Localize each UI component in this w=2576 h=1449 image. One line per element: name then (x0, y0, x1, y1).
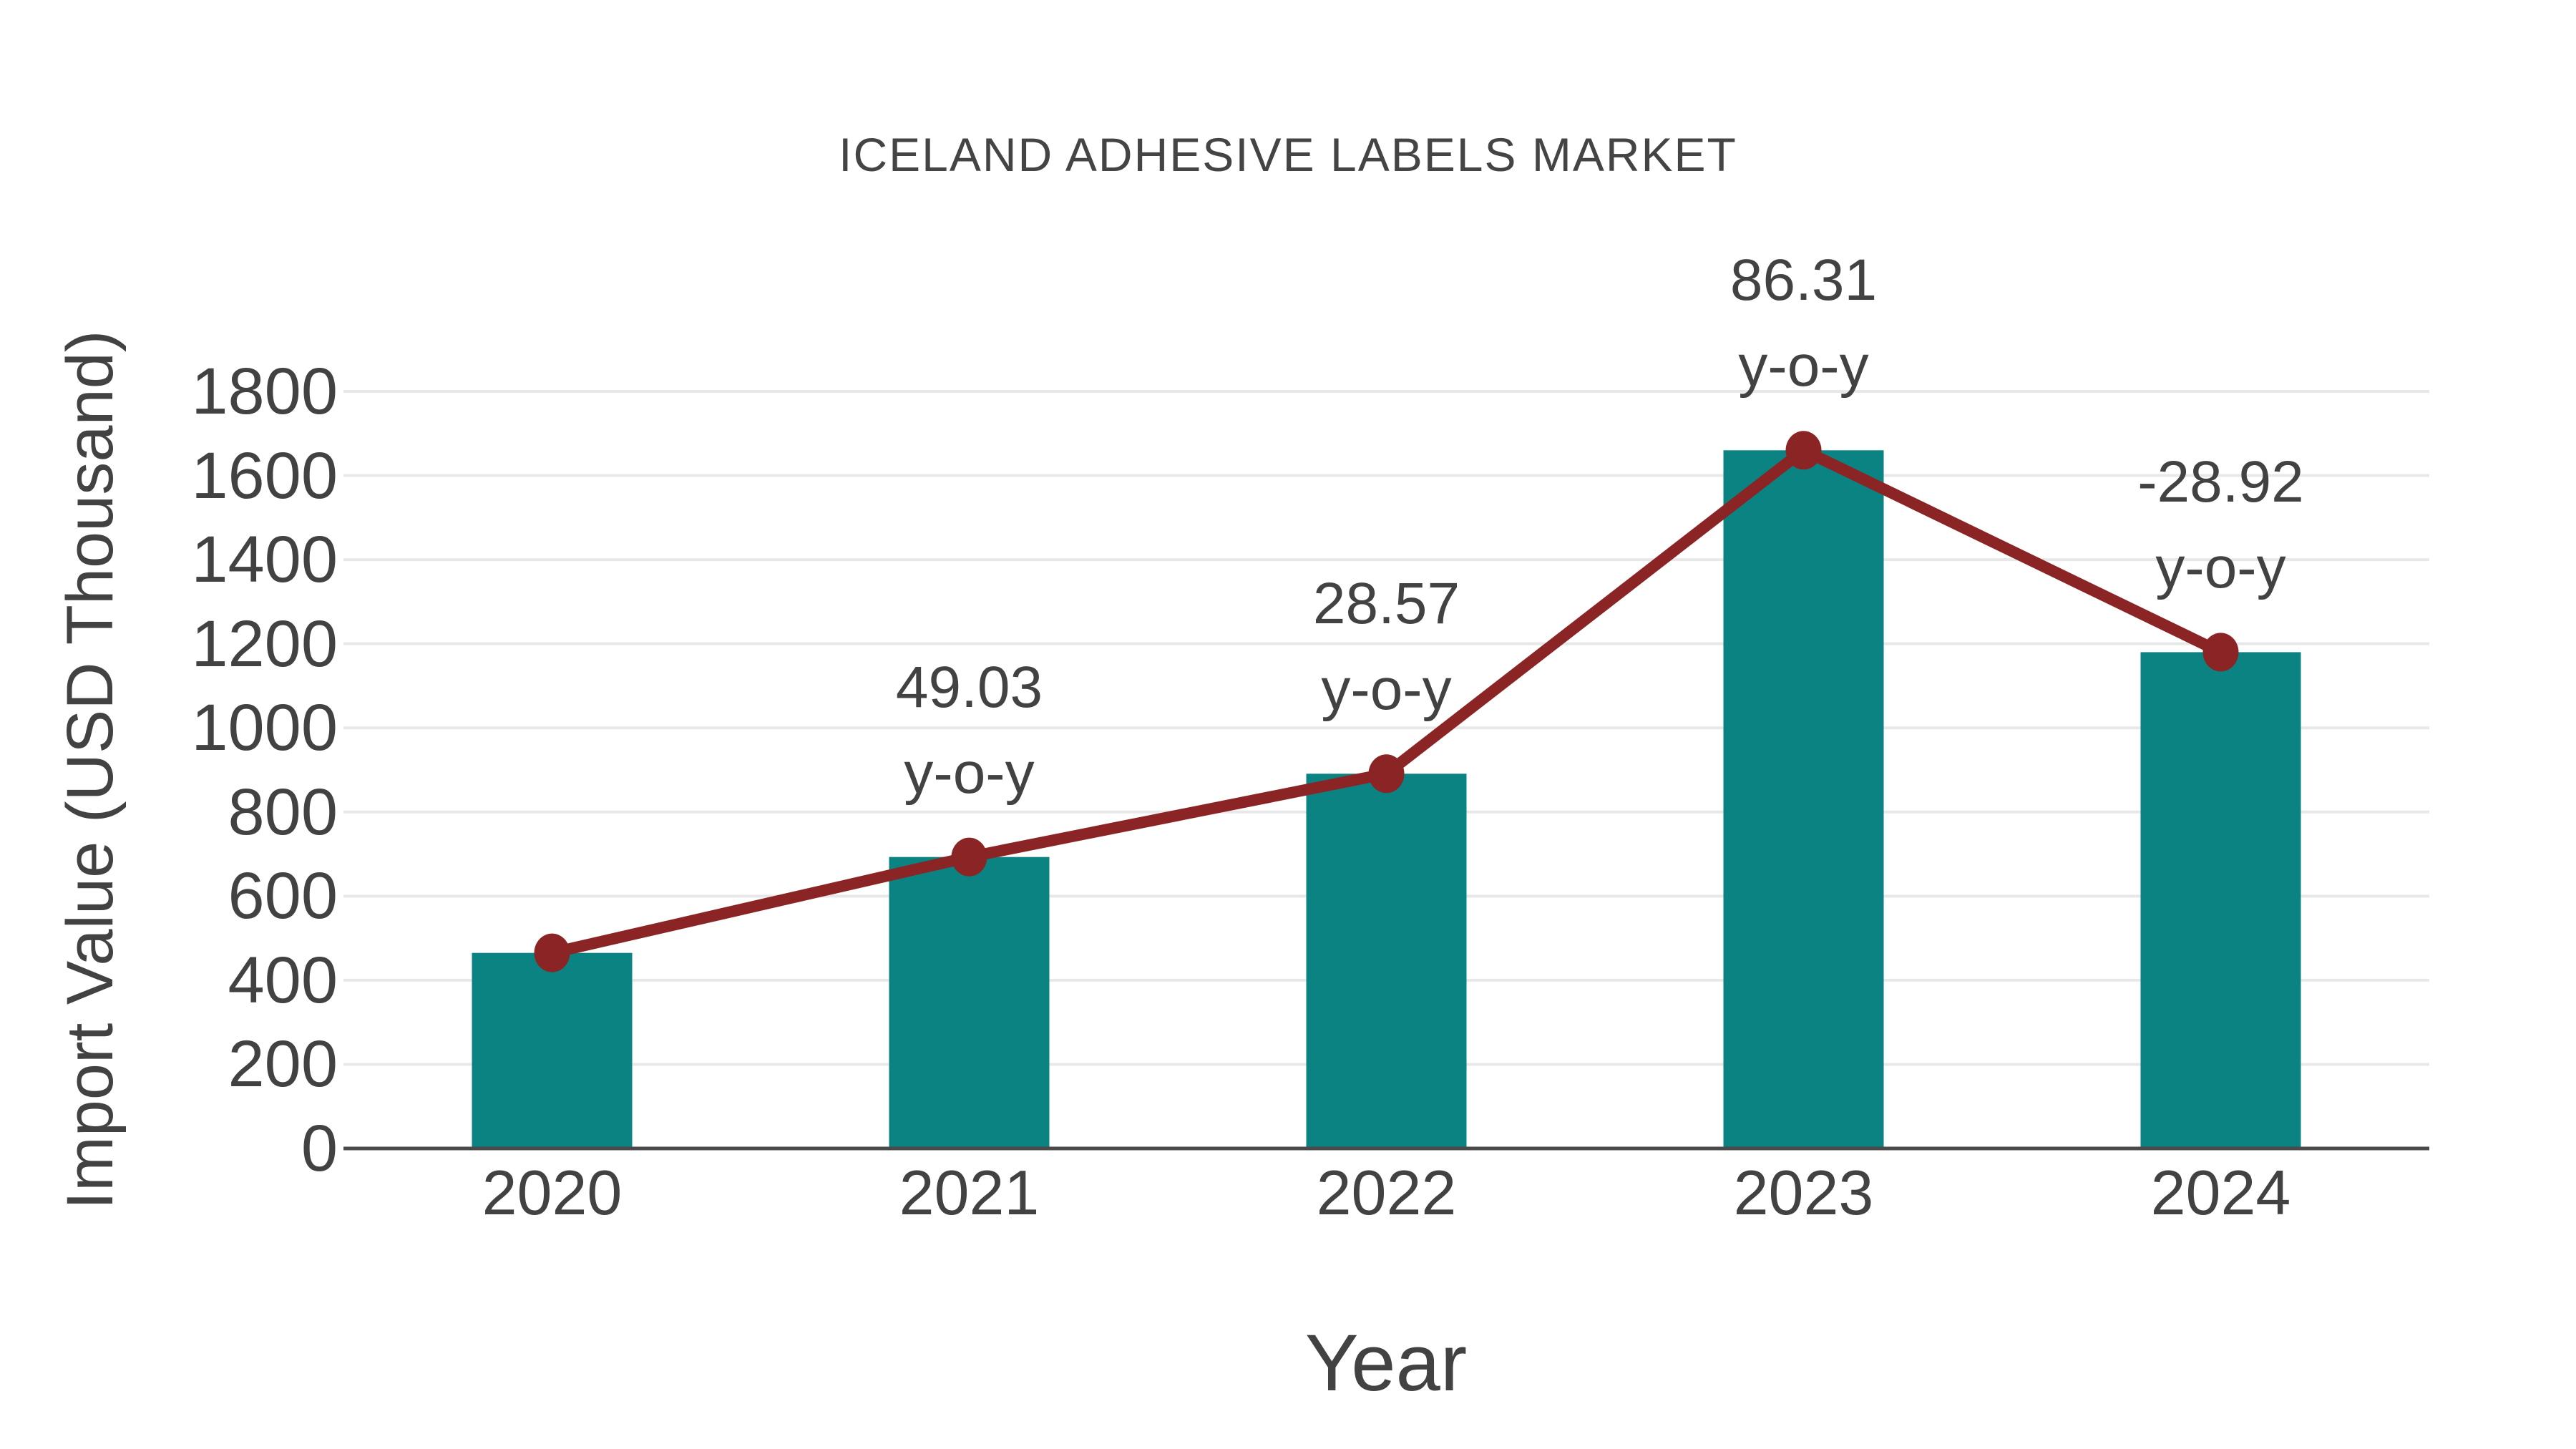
y-tick-label-1000: 1000 (191, 691, 338, 765)
point-label-suffix-2023: y-o-y (1738, 333, 1869, 399)
point-label-value-2023: 86.31 (1729, 248, 1878, 313)
point-label-suffix-2024: y-o-y (2155, 535, 2286, 601)
y-tick-label-1800: 1800 (191, 355, 338, 428)
marker-2023 (1785, 431, 1822, 470)
bar-2024 (2140, 652, 2301, 1148)
x-tick-label-2020: 2020 (482, 1157, 623, 1228)
y-axis-title: Import Value (USD Thousand) (54, 330, 127, 1210)
marker-2020 (534, 933, 570, 972)
marker-2021 (951, 837, 987, 877)
point-label-suffix-2022: y-o-y (1321, 657, 1452, 723)
y-tick-label-1400: 1400 (191, 523, 338, 597)
point-label-value-2024: -28.92 (2137, 449, 2304, 515)
bar-2023 (1723, 450, 1884, 1148)
marker-2022 (1368, 754, 1405, 794)
y-tick-label-1600: 1600 (191, 439, 338, 512)
x-tick-label-2021: 2021 (899, 1157, 1040, 1228)
point-label-value-2022: 28.57 (1312, 571, 1460, 637)
x-tick-label-2024: 2024 (2150, 1157, 2291, 1228)
y-tick-label-600: 600 (228, 859, 338, 933)
x-tick-label-2023: 2023 (1733, 1157, 1874, 1228)
y-tick-label-400: 400 (228, 943, 338, 1017)
marker-2024 (2202, 633, 2239, 672)
y-tick-label-0: 0 (301, 1112, 338, 1185)
bar-2020 (472, 952, 633, 1148)
bar-2022 (1306, 774, 1467, 1148)
chart-title: ICELAND ADHESIVE LABELS MARKET (839, 128, 1737, 181)
y-tick-label-200: 200 (228, 1028, 338, 1101)
point-label-suffix-2021: y-o-y (904, 740, 1035, 806)
x-axis-title: Year (1304, 1318, 1468, 1407)
y-tick-label-800: 800 (228, 775, 338, 849)
bar-2021 (889, 857, 1050, 1148)
x-tick-label-2022: 2022 (1316, 1157, 1457, 1228)
point-label-value-2021: 49.03 (895, 654, 1043, 720)
y-tick-label-1200: 1200 (191, 607, 338, 680)
